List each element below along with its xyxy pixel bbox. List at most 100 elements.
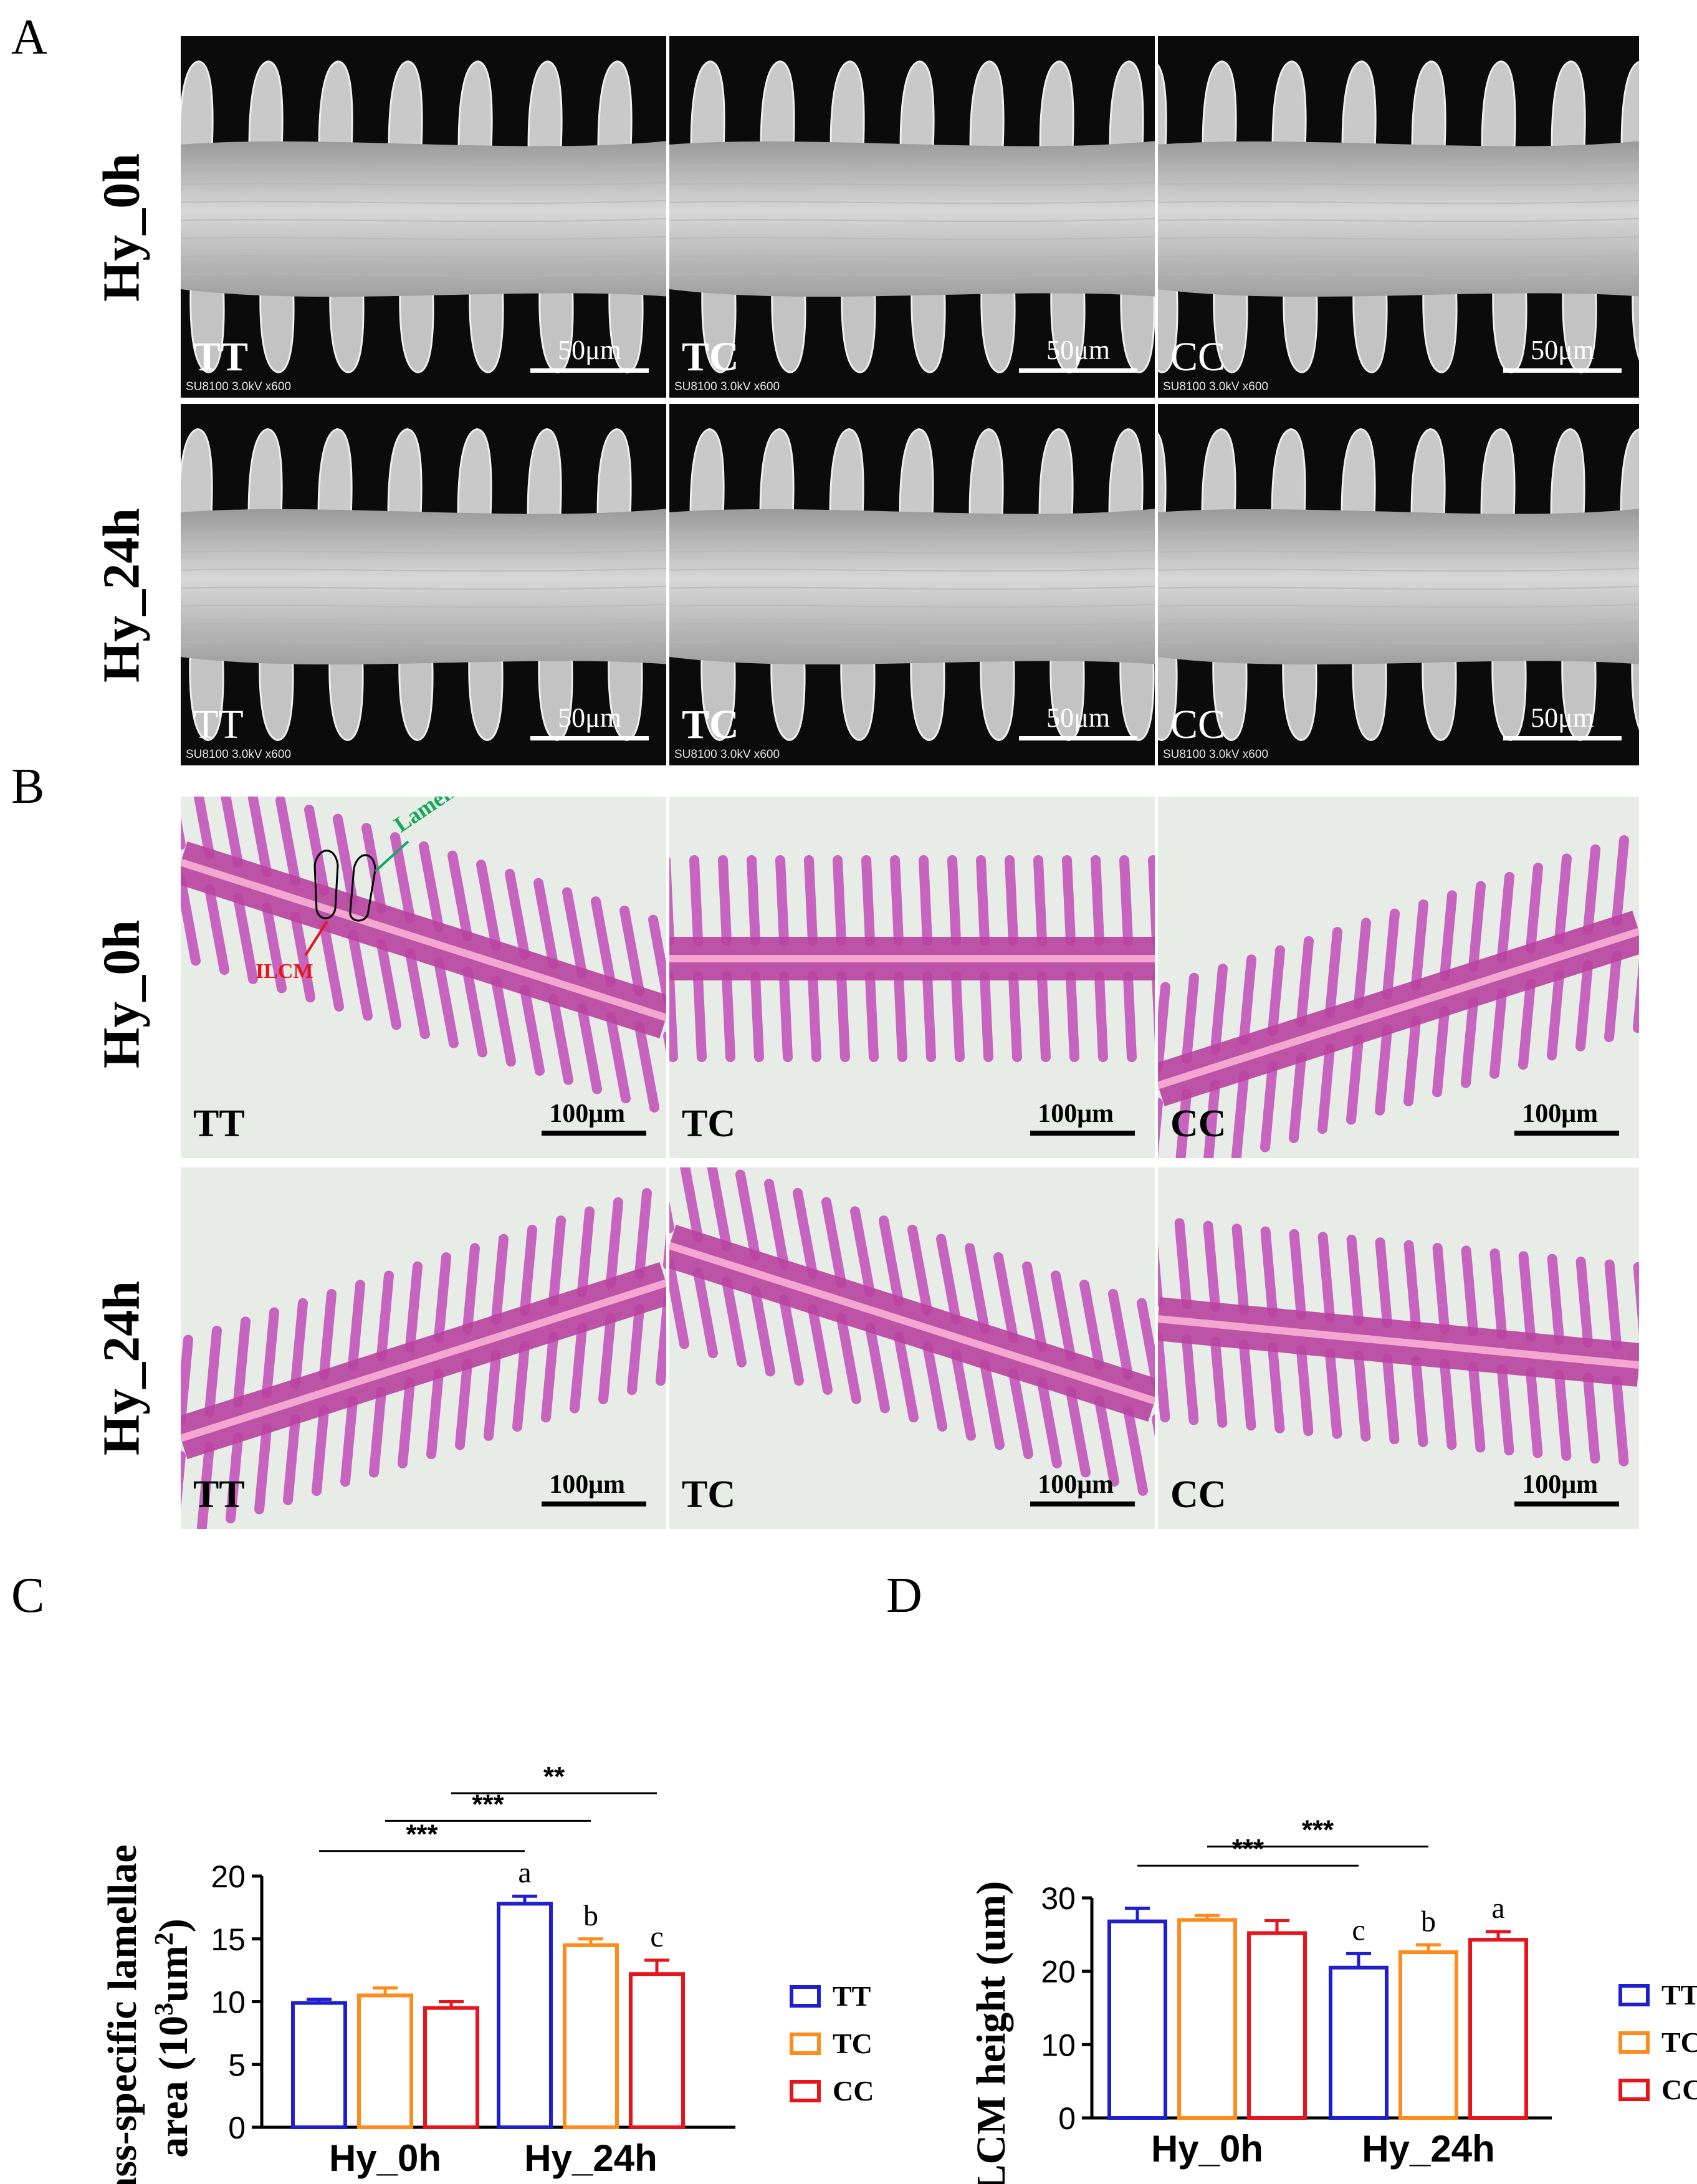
lamella-stained: [808, 971, 821, 1062]
lamella-stained: [1268, 1342, 1285, 1434]
surface-texture: [669, 603, 1155, 608]
chart-c-legend: TT TC CC: [790, 1980, 872, 2107]
cartilage-rod: [181, 1279, 666, 1442]
chart-c-significance: ********: [319, 1761, 657, 1852]
lamella-stained: [1174, 1218, 1192, 1310]
lamella-stained: [850, 1206, 875, 1298]
y-tick-label: 0: [228, 2110, 246, 2145]
surface-texture: [1158, 603, 1639, 608]
scale-bar: [1503, 368, 1622, 373]
legend-swatch: [790, 2080, 821, 2102]
surface-texture: [181, 621, 666, 626]
lamella-stained: [340, 1396, 358, 1487]
scale-bar-label: 50μm: [1531, 702, 1594, 733]
lamella-stained: [775, 855, 789, 946]
lamella-stained: [233, 893, 258, 984]
lamella-stained: [1461, 1245, 1478, 1337]
lamella-stained: [1119, 855, 1133, 946]
y-tick-label: 15: [211, 1922, 246, 1957]
lamella-stained: [1346, 1234, 1364, 1326]
lamella-stained: [1440, 1359, 1457, 1450]
lamella-stained: [447, 850, 472, 942]
lamella-stained: [361, 823, 386, 914]
bar: [1329, 1965, 1389, 2120]
scale-bar: [530, 368, 649, 373]
lamella-stained: [591, 896, 616, 988]
lamella-stained: [462, 966, 487, 1058]
surface-texture: [669, 181, 1155, 186]
filament-group: [181, 797, 666, 1113]
significance-letter: b: [1421, 1905, 1436, 1938]
lamella-stained: [1008, 1368, 1033, 1459]
scale-bar-label: 50μm: [1531, 335, 1594, 365]
scale-bar: [1514, 1502, 1619, 1506]
lamella-stained: [541, 1331, 558, 1423]
lamella-stained: [1079, 1280, 1104, 1371]
lamella-stained: [1210, 964, 1228, 1055]
surface-texture: [181, 531, 666, 536]
surface-texture: [1158, 549, 1639, 554]
y-tick-label: 20: [211, 1859, 246, 1894]
lamella-stained: [1518, 1251, 1536, 1343]
bar: [629, 1972, 685, 2129]
lamella-stained: [262, 1307, 279, 1399]
lamella-stained: [833, 855, 846, 946]
tile-label: CC: [1170, 1473, 1226, 1516]
lamella-stained: [1633, 960, 1639, 1033]
sem-tile-cc-0h: CC 50μm SU8100 3.0kV x600: [1158, 36, 1639, 398]
surface-texture: [181, 272, 666, 277]
y-tick-label: 5: [228, 2048, 246, 2082]
lamella-stained: [290, 1298, 308, 1389]
lamella-stained: [570, 1322, 587, 1414]
surface-texture: [181, 254, 666, 259]
lamella-stained: [980, 971, 993, 1062]
filament-group: [669, 855, 1155, 1062]
surface-texture: [669, 585, 1155, 590]
scale-bar-label: 100μm: [1522, 1470, 1598, 1499]
significance-letter: a: [518, 1856, 531, 1889]
lamella-stained: [1633, 1262, 1639, 1334]
lamella-stained: [1604, 951, 1622, 1042]
lamella-stained: [405, 1261, 423, 1353]
lamella-stained: [491, 975, 516, 1067]
lamella-stained: [434, 957, 459, 1048]
lamella-stained: [707, 1167, 732, 1252]
lamella-stained: [722, 971, 735, 1062]
lamella-stained: [951, 1349, 976, 1441]
lamella-stained: [1354, 1350, 1371, 1442]
scale-bar-label: 100μm: [549, 1470, 625, 1499]
sem-info: SU8100 3.0kV x600: [674, 380, 780, 393]
legend-swatch: [1618, 2079, 1650, 2101]
lamella-stained: [1547, 969, 1564, 1061]
surface-texture: [181, 218, 666, 223]
lamella-stained: [1182, 1334, 1199, 1425]
bar: [563, 1943, 619, 2129]
lamella-stained: [1526, 1367, 1543, 1458]
lamella-stained: [1289, 1229, 1306, 1321]
significance-letter: a: [1491, 1892, 1504, 1925]
lamella-stained: [693, 971, 707, 1062]
scale-bar-label: 50μm: [558, 335, 621, 365]
lamella-stained: [476, 860, 501, 951]
lamella-stained: [1037, 1377, 1062, 1468]
surface-texture: [669, 272, 1155, 277]
ilcm-annotation: ILCM: [256, 960, 313, 983]
lamella-stained: [348, 929, 373, 1021]
scale-bar-label: 50μm: [1046, 702, 1110, 733]
y-tick-label: 20: [1041, 1955, 1076, 1990]
lamella-stained: [1583, 844, 1600, 936]
lamella-stained: [606, 1197, 623, 1288]
lamella-stained: [907, 1224, 932, 1316]
surface-texture: [1158, 199, 1639, 204]
lamella-stained: [319, 1289, 337, 1381]
chart-c-ylabel: mass-specific lamellae: [100, 1844, 145, 2184]
lamella-stained: [1296, 1345, 1314, 1437]
surface-texture: [181, 549, 666, 554]
lamella-stained: [520, 1225, 537, 1316]
lamella-stained: [1497, 1364, 1514, 1455]
lamella-stained: [648, 914, 666, 1005]
panel-a-row-label-24h: Hy_24h: [92, 507, 151, 683]
he-image: [181, 797, 666, 1113]
lamella-stained: [548, 994, 573, 1085]
lamella-stained: [804, 855, 818, 946]
